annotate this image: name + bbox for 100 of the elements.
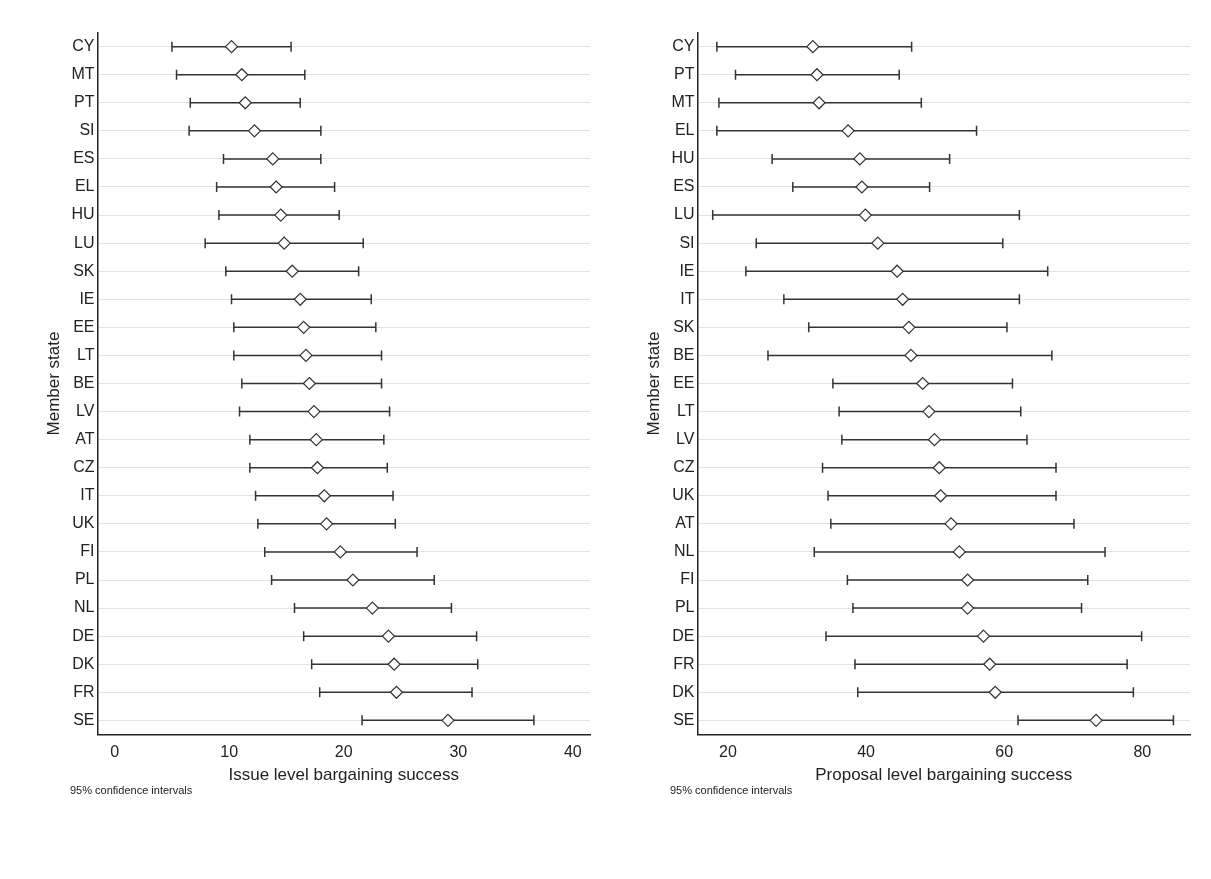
y-tick-label: EE [73,317,95,335]
point [855,180,869,194]
point [952,545,966,559]
point [896,292,910,306]
y-tick-label: UK [672,486,695,504]
y-tick-label: EE [673,373,695,391]
point [922,404,936,419]
point [302,376,316,391]
y-tick-label: MT [671,93,695,111]
point [299,348,313,363]
point [841,124,855,138]
point [346,573,360,587]
y-tick-label: DE [72,626,95,644]
y-tick-label: HU [71,205,95,223]
y-tick-label: HU [671,149,695,167]
point [317,489,331,503]
point [902,320,916,334]
y-tick-label: IE [679,261,695,279]
point [389,685,404,699]
point [934,489,948,503]
y-tick-label: SI [79,121,95,139]
point [309,433,323,447]
y-tick-label: LT [677,401,695,419]
point [235,68,249,82]
point [858,208,872,222]
y-tick-label: FI [680,570,695,588]
y-tick-label: LU [674,205,695,223]
x-tick-label: 30 [449,743,468,761]
point [247,124,262,138]
y-tick-label: UK [72,514,95,532]
y-tick-label: CY [72,37,95,55]
point [960,601,975,615]
y-tick-label: LU [74,233,95,251]
point [274,208,288,222]
point [890,264,904,278]
y-tick-label: LV [676,430,695,448]
y-tick-label: ES [73,149,95,167]
point [988,685,1002,699]
point [387,657,401,671]
point [293,292,307,306]
point [960,573,975,587]
point [983,657,997,671]
y-tick-label: PT [674,65,695,83]
point [871,236,885,250]
y-tick-label: AT [75,430,95,448]
y-tick-label: DK [672,682,695,700]
point [307,404,321,419]
y-tick-label: CY [672,37,695,55]
point [266,152,280,166]
y-tick-label: IE [79,289,95,307]
y-tick-label: SK [673,317,695,335]
point [297,320,311,334]
text: 95% confidence intervals [70,784,194,796]
y-tick-label: LT [77,345,95,363]
y-tick-label: FI [80,542,95,560]
x-tick-label: 40 [563,743,582,761]
y-tick-label: SI [679,233,695,251]
y-tick-label: MT [71,65,95,83]
y-tick-label: NL [674,542,695,560]
y-tick-label: LV [76,401,95,419]
point [310,461,325,475]
y-tick-label: EL [674,121,695,139]
y-tick-label: SE [673,710,695,728]
point [944,517,958,531]
y-tick-label: SK [73,261,95,279]
x-tick-label: 80 [1133,743,1152,761]
y-tick-label: CZ [73,458,95,476]
y-tick-label: DK [72,654,95,672]
point [927,433,942,447]
point [904,348,918,363]
x-tick-label: 20 [719,743,737,761]
point [916,376,930,391]
text: 95% confidence intervals [670,784,794,796]
y-tick-label: NL [74,598,95,616]
point [381,629,396,643]
x-tick-label: 40 [857,743,876,761]
y-tick-label: AT [675,514,695,532]
y-tick-label: PL [74,570,95,588]
point [810,68,824,82]
y-axis-title: Member state [43,331,63,436]
x-tick-label: 0 [110,743,120,761]
y-tick-label: EL [74,177,95,195]
x-tick-label: 20 [334,743,353,761]
y-tick-label: CZ [673,458,695,476]
y-tick-label: BE [673,345,695,363]
y-tick-label: DE [672,626,695,644]
point [976,629,991,643]
y-tick-label: IT [80,486,95,504]
y-tick-label: ES [673,177,695,195]
x-axis-title: Proposal level bargaining success [815,765,1073,785]
point [277,236,291,250]
point [319,517,334,531]
point [812,96,826,110]
point [932,461,946,475]
point [285,264,299,278]
x-tick-label: 60 [995,743,1014,761]
x-axis-title: Issue level bargaining success [228,765,460,785]
x-tick-label: 10 [220,743,239,761]
y-axis-title: Member state [643,331,663,436]
y-tick-label: PL [674,598,695,616]
